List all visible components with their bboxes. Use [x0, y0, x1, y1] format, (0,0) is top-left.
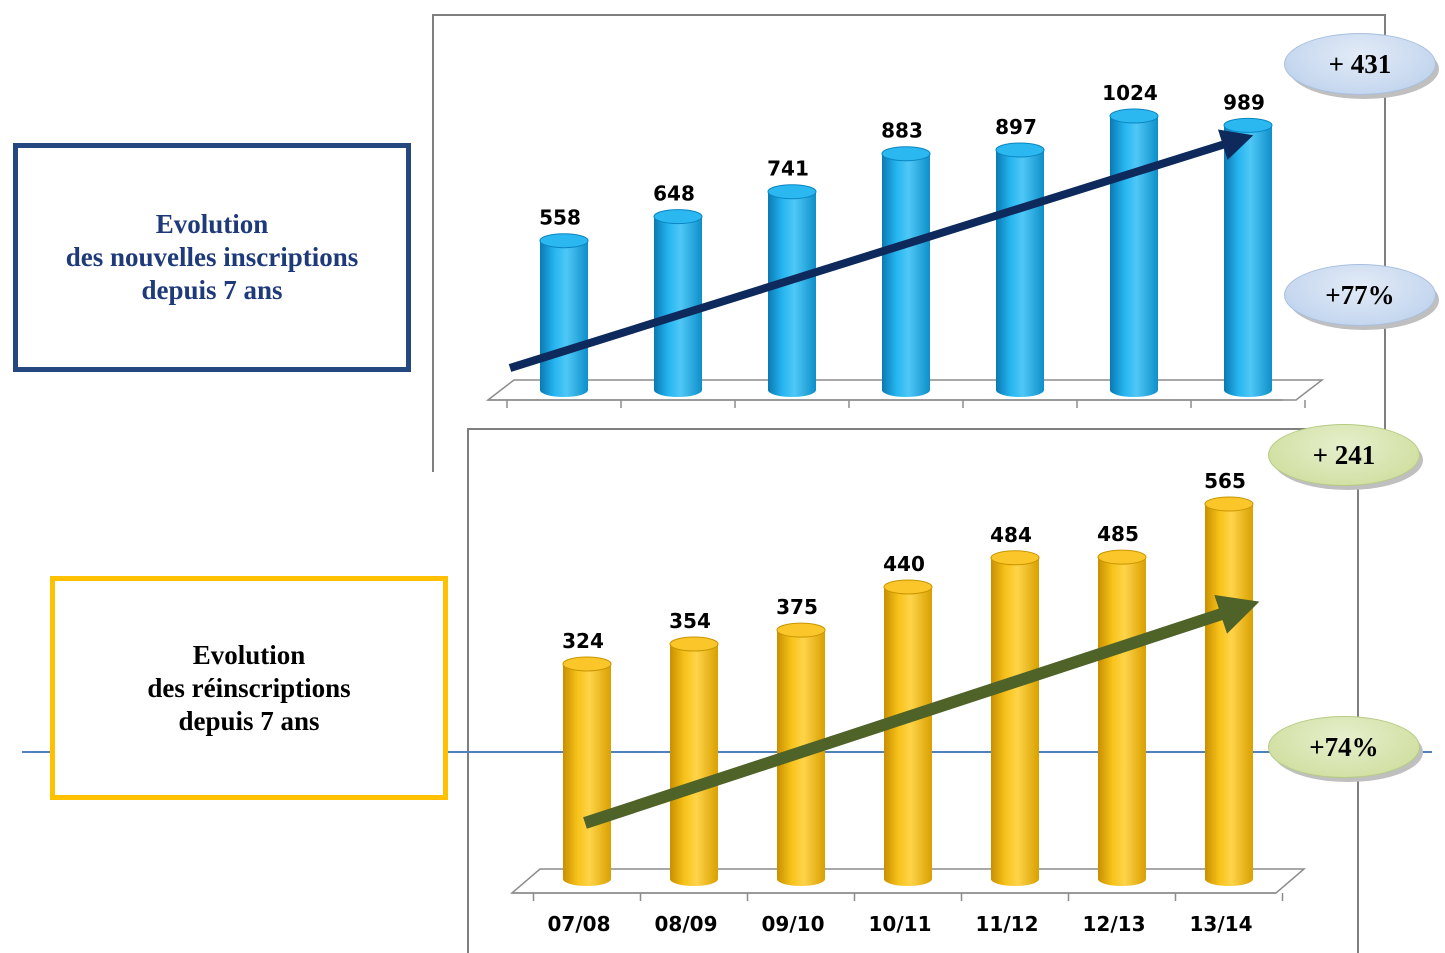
re-reg-value-label: 440 [883, 552, 925, 576]
re-reg-value-label: 485 [1097, 522, 1139, 546]
new-reg-bar-top [995, 142, 1045, 158]
re-reg-category-label: 08/09 [655, 912, 718, 936]
re-reg-category-label: 07/08 [548, 912, 611, 936]
new-reg-bar-body [1224, 125, 1272, 397]
re-registrations-label-box: Evolution des réinscriptions depuis 7 an… [50, 576, 448, 800]
new-reg-bar-12-13 [1109, 108, 1159, 397]
re-reg-bar-top [1204, 496, 1254, 512]
re-reg-value-label: 354 [669, 609, 711, 633]
re-reg-bar-body [563, 663, 611, 886]
new-reg-value-label: 1024 [1102, 81, 1158, 105]
top-chart-frame [432, 14, 1386, 472]
new-reg-bar-top [881, 146, 931, 162]
bottom-percent-badge-text: +74% [1268, 716, 1420, 778]
re-reg-bar-13-14 [1204, 496, 1254, 886]
new-reg-bar-top [1223, 117, 1273, 133]
re-registrations-label-line-2: des réinscriptions [147, 672, 351, 703]
re-reg-bar-body [884, 586, 932, 886]
new-reg-value-label: 897 [995, 115, 1037, 139]
re-registrations-chart: 324 354 375 440 484 485 565 07/08 08/09 09/10 10/1… [509, 469, 1307, 936]
re-reg-bar-body [1205, 504, 1253, 886]
bottom-delta-badge-text: + 241 [1268, 424, 1420, 486]
new-reg-bar-11-12 [995, 142, 1045, 397]
re-reg-bar-top [776, 622, 826, 638]
new-reg-bar-body [654, 216, 702, 397]
re-registrations-label-line-1: Evolution [192, 639, 306, 670]
re-registrations-label-line-3: depuis 7 ans [178, 705, 320, 736]
bottom-delta-badge: + 241 [1268, 424, 1426, 490]
bottom-chart-frame [467, 428, 1359, 953]
re-reg-value-label: 375 [776, 595, 818, 619]
new-reg-bar-top [653, 209, 703, 225]
new-reg-bar-top [1109, 108, 1159, 124]
new-reg-bar-13-14 [1223, 117, 1273, 397]
re-reg-bar-top [562, 656, 612, 672]
top-percent-badge: +77% [1284, 264, 1442, 330]
new-reg-value-label: 648 [653, 182, 695, 206]
bottom-percent-badge: +74% [1268, 716, 1426, 782]
new-registrations-label-box: Evolution des nouvelles inscriptions dep… [13, 143, 411, 372]
re-reg-bar-08-09 [669, 636, 719, 886]
re-reg-value-label: 565 [1204, 469, 1246, 493]
new-reg-trend-arrow [508, 129, 1254, 372]
top-delta-badge-text: + 431 [1284, 33, 1436, 95]
re-reg-bar-body [991, 557, 1039, 886]
re-reg-category-label: 10/11 [869, 912, 932, 936]
re-reg-value-label: 484 [990, 523, 1032, 547]
new-reg-bar-top [767, 184, 817, 200]
re-reg-value-label: 324 [562, 629, 604, 653]
new-reg-bar-top [539, 233, 589, 249]
top-percent-badge-text: +77% [1284, 264, 1436, 326]
re-reg-bar-body [670, 644, 718, 886]
new-reg-value-label: 989 [1223, 90, 1265, 114]
horizontal-divider-line [22, 751, 1432, 753]
new-reg-bar-body [1110, 116, 1158, 397]
new-reg-bar-07-08 [539, 233, 589, 397]
re-reg-bar-12-13 [1097, 549, 1147, 886]
re-reg-category-label: 11/12 [976, 912, 1039, 936]
re-reg-bar-10-11 [883, 579, 933, 886]
new-registrations-label-line-3: depuis 7 ans [141, 275, 283, 305]
new-reg-bar-body [768, 191, 816, 397]
re-reg-bar-top [990, 550, 1040, 566]
new-reg-bar-body [996, 149, 1044, 397]
re-reg-category-label: 13/14 [1190, 912, 1253, 936]
re-reg-bar-11-12 [990, 550, 1040, 886]
new-registrations-label-line-2: des nouvelles inscriptions [65, 242, 359, 272]
new-reg-value-label: 741 [767, 157, 809, 181]
new-reg-bar-08-09 [653, 209, 703, 397]
re-reg-bar-body [1098, 557, 1146, 886]
new-reg-bar-body [882, 153, 930, 397]
re-reg-bar-top [883, 579, 933, 595]
new-registrations-label-line-1: Evolution [155, 209, 269, 239]
re-reg-bar-top [1097, 549, 1147, 565]
re-reg-trend-arrow [583, 594, 1260, 829]
new-reg-bar-09-10 [767, 184, 817, 397]
re-reg-category-label: 12/13 [1083, 912, 1146, 936]
re-reg-bar-07-08 [562, 656, 612, 886]
re-reg-category-label: 09/10 [762, 912, 825, 936]
new-reg-value-label: 558 [539, 206, 581, 230]
new-registrations-chart: 558 648 741 883 897 1024 989 [485, 81, 1325, 408]
new-reg-value-label: 883 [881, 119, 923, 143]
new-reg-bar-10-11 [881, 146, 931, 397]
top-delta-badge: + 431 [1284, 33, 1442, 99]
re-reg-bar-top [669, 636, 719, 652]
new-reg-bar-body [540, 240, 588, 397]
